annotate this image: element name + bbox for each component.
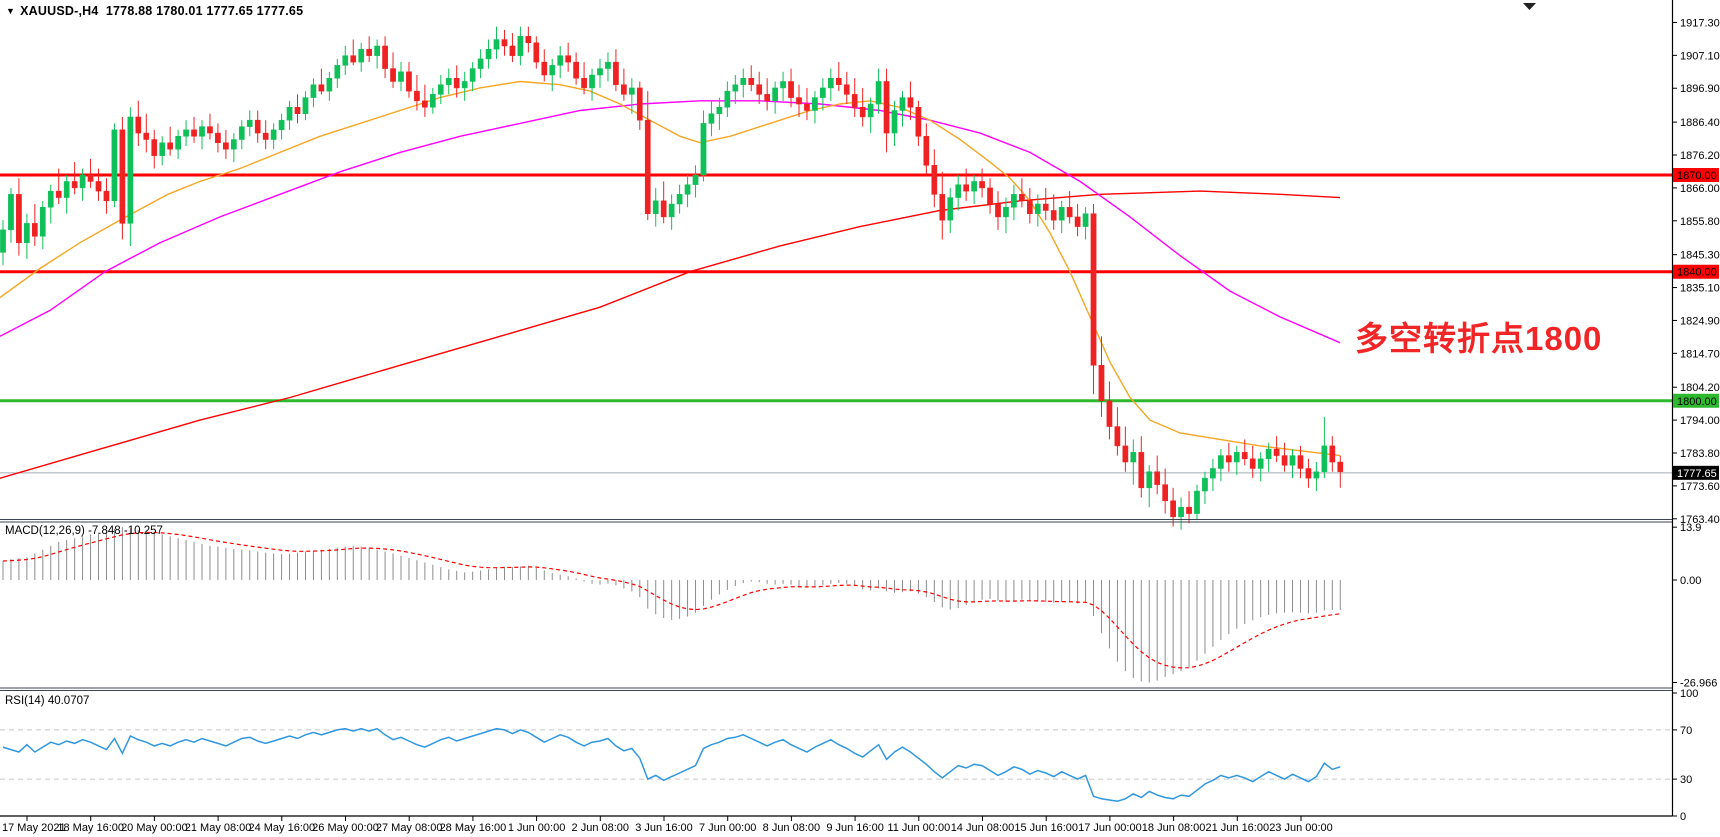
symbol-name: XAUUSD-,H4	[20, 4, 99, 18]
time-tick-label: 11 Jun 00:00	[887, 822, 950, 834]
rsi-tick-label: 30	[1680, 774, 1692, 786]
price-tick-label: 1896.90	[1680, 83, 1720, 95]
candles	[0, 26, 1344, 530]
svg-text:1840.00: 1840.00	[1677, 267, 1717, 279]
macd-panel: 13.9 0.00 -26.966	[2, 522, 1717, 689]
time-tick-label: 18 May 16:00	[57, 822, 124, 834]
rsi-indicator-label: RSI(14) 40.0707	[5, 695, 90, 707]
price-tick-label: 1886.40	[1680, 117, 1720, 129]
price-tick-label: 1845.30	[1680, 250, 1720, 262]
time-tick-label: 3 Jun 16:00	[635, 822, 693, 834]
price-tick-label: 1783.80	[1680, 448, 1720, 460]
ohlc-values: 1778.88 1780.01 1777.65 1777.65	[105, 4, 304, 18]
price-tick-label: 1835.10	[1680, 283, 1720, 295]
price-tick-label: 1855.80	[1680, 216, 1720, 228]
time-tick-label: 21 May 08:00	[185, 822, 252, 834]
macd-tick-label: 13.9	[1680, 522, 1701, 534]
time-tick-label: 15 Jun 16:00	[1014, 822, 1078, 834]
price-badge-1800.00: 1800.00	[1673, 393, 1719, 408]
annotation-text: 多空转折点1800	[1355, 320, 1603, 357]
macd-indicator-label: MACD(12,26,9) -7.848 -10.257	[5, 525, 163, 537]
macd-tick-label: 0.00	[1680, 575, 1701, 587]
price-axis-labels: 1917.30 1907.10 1896.90 1886.40 1876.20 1866.…	[1672, 17, 1720, 526]
price-tick-label: 1824.90	[1680, 315, 1720, 327]
time-tick-label: 7 Jun 00:00	[699, 822, 757, 834]
time-tick-label: 28 May 16:00	[440, 822, 507, 834]
price-tick-label: 1804.20	[1680, 382, 1720, 394]
time-tick-label: 24 May 16:00	[248, 822, 315, 834]
price-tick-label: 1814.70	[1680, 348, 1720, 360]
ma-slow-red	[0, 190, 1341, 479]
rsi-panel: 100 70 30 0	[0, 688, 1698, 823]
price-tick-label: 1763.40	[1680, 514, 1720, 526]
chart-shift-marker-icon[interactable]	[1523, 3, 1536, 10]
time-tick-label: 8 Jun 08:00	[763, 822, 821, 834]
price-badge-1870.00: 1870.00	[1673, 167, 1719, 182]
time-tick-label: 9 Jun 16:00	[826, 822, 884, 834]
time-tick-label: 1 Jun 00:00	[508, 822, 566, 834]
rsi-tick-label: 0	[1680, 811, 1686, 823]
time-tick-label: 20 May 00:00	[121, 822, 188, 834]
price-badge-1840.00: 1840.00	[1673, 264, 1719, 279]
time-tick-label: 21 Jun 16:00	[1205, 822, 1269, 834]
price-tick-label: 1907.10	[1680, 50, 1720, 62]
time-tick-label: 2 Jun 08:00	[572, 822, 630, 834]
svg-text:1800.00: 1800.00	[1677, 396, 1717, 408]
rsi-line	[2, 727, 1341, 802]
time-tick-label: 17 May 2021	[2, 822, 66, 834]
time-tick-label: 26 May 00:00	[312, 822, 379, 834]
rsi-tick-label: 70	[1680, 725, 1692, 737]
symbol-ohlc-header: ▼ XAUUSD-,H4 1778.88 1780.01 1777.65 1777…	[6, 4, 303, 18]
price-tick-label: 1917.30	[1680, 17, 1720, 29]
price-tick-label: 1876.20	[1680, 150, 1720, 162]
price-tick-label: 1773.60	[1680, 481, 1720, 493]
price-badge-1777.65: 1777.65	[1673, 465, 1719, 480]
ma-mid-magenta	[0, 100, 1341, 344]
svg-text:1777.65: 1777.65	[1677, 468, 1717, 480]
symbol-dropdown-icon[interactable]: ▼	[6, 6, 16, 16]
rsi-tick-label: 100	[1680, 688, 1698, 700]
macd-tick-label: -26.966	[1680, 677, 1717, 689]
svg-text:1870.00: 1870.00	[1677, 170, 1717, 182]
time-tick-label: 27 May 08:00	[376, 822, 443, 834]
time-tick-label: 23 Jun 00:00	[1269, 822, 1333, 834]
time-tick-label: 18 Jun 08:00	[1142, 822, 1206, 834]
price-tick-label: 1794.00	[1680, 415, 1720, 427]
ma-fast-orange	[0, 80, 1341, 457]
macd-signal-line	[2, 531, 1341, 669]
time-tick-label: 17 Jun 00:00	[1078, 822, 1142, 834]
price-tick-label: 1866.00	[1680, 183, 1720, 195]
time-tick-label: 14 Jun 08:00	[951, 822, 1015, 834]
